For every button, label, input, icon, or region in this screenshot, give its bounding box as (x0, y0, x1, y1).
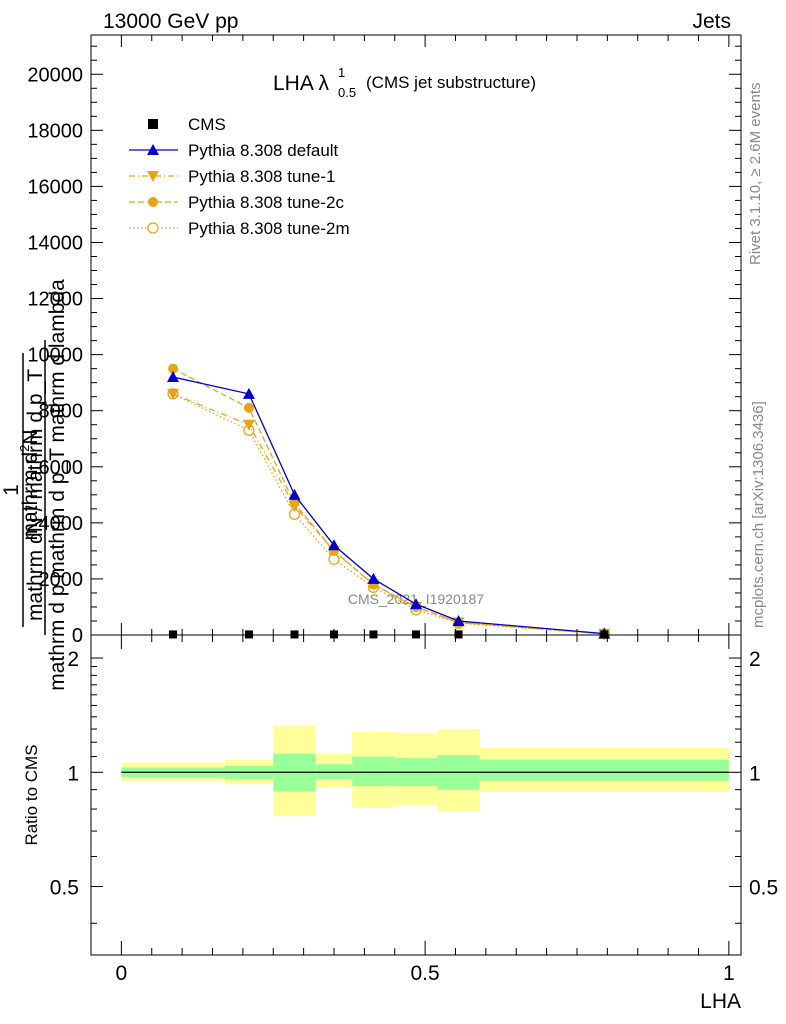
data-point (288, 501, 301, 513)
data-point (169, 630, 178, 639)
legend: CMS Pythia 8.308 default Pythia 8.308 tune… (129, 115, 350, 238)
main-ylabel: mathrm d2N mathrm d p mathrm d p_T mathr… (0, 279, 69, 691)
ytick-label: 14000 (27, 232, 83, 254)
mcplots-label: mcplots.cern.ch [arXiv:1306.3436] (750, 401, 767, 628)
main-ticks: 0 2000 4000 6000 8000 10000 12000 14000 16000 180… (27, 35, 741, 647)
ratio-bands (121, 725, 729, 816)
data-point (290, 630, 299, 639)
xtick-label: 1 (723, 962, 735, 985)
ratio-ytick-label: 2 (67, 648, 79, 671)
data-point (243, 402, 254, 413)
data-point (167, 371, 180, 383)
ytick-label: 18000 (27, 120, 83, 142)
ytick-label: 2000 (39, 569, 84, 591)
ratio-ytick-label-right: 0.5 (749, 877, 778, 900)
ylabel-numerator: mathrm d2N (17, 429, 42, 540)
ratio-ytick-label: 0.5 (50, 877, 79, 900)
ylabel-prefactor-den: mathrm dN / mathrm d p_T (24, 369, 47, 621)
legend-entry: Pythia 8.308 tune-2m (129, 219, 350, 238)
xtick-label: 0.5 (411, 962, 440, 985)
ratio-frame (90, 634, 742, 956)
legend-marker (148, 197, 158, 207)
plot-title-sup: 1 (338, 65, 345, 80)
ytick-label: 12000 (27, 289, 83, 311)
data-point (327, 539, 340, 551)
data-point (242, 387, 255, 399)
ytick-label: 6000 (39, 457, 84, 479)
data-point (369, 630, 378, 639)
ratio-ticks: 0.5 0.5 1 1 2 2 0 0.5 1 (50, 635, 778, 985)
data-point (412, 630, 420, 639)
ylabel-denominator: mathrm d p mathrm d p_T mathrm d lambda (46, 279, 69, 691)
plot-title-text: LHA λ (273, 72, 330, 95)
ratio-band-inner (352, 756, 395, 787)
rivet-label: Rivet 3.1.10, ≥ 2.6M events (747, 83, 764, 266)
legend-marker (147, 144, 159, 155)
data-point (367, 572, 380, 584)
data-point (329, 630, 338, 639)
data-point (410, 598, 422, 610)
ratio-ytick-label-right: 2 (749, 648, 761, 671)
ytick-label: 20000 (27, 64, 83, 86)
ytick-label: 16000 (27, 176, 83, 198)
xtick-label: 0 (116, 962, 128, 985)
data-point (242, 419, 255, 431)
legend-entry: Pythia 8.308 tune-2c (129, 193, 344, 212)
legend-marker (148, 119, 158, 129)
series-line (172, 393, 605, 635)
legend-label: Pythia 8.308 tune-1 (188, 167, 335, 186)
data-point (600, 630, 609, 639)
ratio-panel: 0.5 0.5 1 1 2 2 0 0.5 1 Ratio to CMS LHA (22, 634, 778, 1013)
main-series (167, 363, 611, 640)
ytick-label: 10000 (27, 345, 83, 367)
legend-marker (147, 171, 159, 182)
header-process: Jets (692, 10, 731, 33)
plot-title: LHA λ 1 0.5 (CMS jet substructure) (273, 65, 536, 100)
legend-label: Pythia 8.308 tune-2c (188, 193, 344, 212)
data-point (452, 614, 465, 626)
ytick-label: 8000 (39, 401, 84, 423)
data-point (454, 630, 463, 639)
data-point (167, 388, 180, 400)
legend-label: Pythia 8.308 tune-2m (188, 219, 350, 238)
main-panel: 0 2000 4000 6000 8000 10000 12000 14000 16000 180… (27, 34, 742, 647)
data-point (244, 630, 253, 639)
ratio-ylabel: Ratio to CMS (22, 744, 41, 845)
ylabel-prefactor-num: 1 (0, 484, 23, 496)
series-line (172, 376, 605, 635)
series-line (172, 393, 605, 635)
plot-title-suffix: (CMS jet substructure) (366, 73, 536, 92)
ratio-ytick-label: 1 (67, 762, 79, 785)
legend-label: Pythia 8.308 default (188, 141, 339, 160)
legend-marker (147, 222, 159, 234)
data-point (168, 363, 179, 374)
plot-title-sub: 0.5 (338, 85, 356, 100)
legend-label: CMS (188, 115, 226, 134)
ratio-band-inner (315, 764, 353, 780)
legend-entry: Pythia 8.308 tune-1 (129, 167, 335, 186)
series-cms (169, 630, 609, 639)
header-energy: 13000 GeV pp (103, 10, 238, 33)
xlabel: LHA (700, 990, 741, 1013)
ratio-ytick-label-right: 1 (749, 762, 761, 785)
ytick-label: 4000 (39, 513, 84, 535)
legend-entry: Pythia 8.308 default (129, 141, 339, 160)
series-line (172, 368, 605, 635)
ratio-band-inner (479, 759, 729, 781)
ytick-label: 0 (72, 625, 83, 647)
legend-entry: CMS (148, 115, 226, 134)
data-point (288, 488, 301, 500)
